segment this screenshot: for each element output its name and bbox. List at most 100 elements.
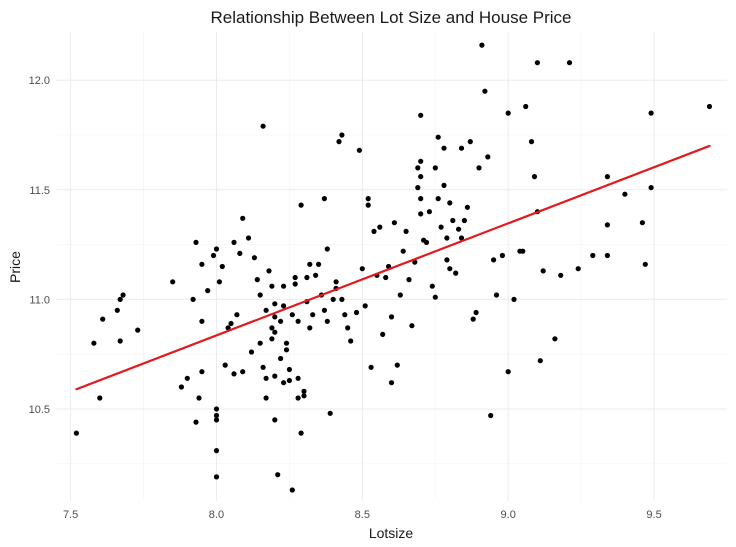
data-point	[304, 274, 310, 281]
data-point	[196, 395, 202, 401]
data-point	[473, 309, 479, 316]
data-point	[213, 417, 220, 423]
data-point	[470, 316, 476, 322]
data-point	[231, 371, 237, 377]
data-point	[289, 312, 295, 318]
data-point	[622, 191, 628, 197]
data-point	[365, 196, 371, 202]
data-point	[426, 209, 432, 215]
data-point	[269, 283, 275, 289]
data-point	[479, 42, 485, 48]
data-point	[263, 307, 269, 313]
data-point	[388, 314, 395, 320]
data-point	[298, 430, 304, 436]
data-point	[281, 380, 287, 386]
data-point	[240, 369, 246, 375]
data-point	[511, 296, 517, 302]
data-point	[552, 336, 558, 342]
data-point	[418, 211, 424, 217]
data-point	[456, 226, 462, 232]
data-point	[257, 292, 263, 298]
data-point	[558, 272, 564, 278]
data-point	[248, 349, 255, 355]
data-point	[286, 377, 292, 384]
data-point	[575, 266, 581, 272]
data-point	[272, 417, 278, 423]
data-point	[170, 279, 176, 285]
data-point	[339, 296, 345, 302]
data-point	[435, 196, 441, 202]
fit-line-group	[75, 144, 711, 391]
data-point	[464, 204, 470, 210]
data-point	[91, 340, 97, 346]
y-tick-label: 11.0	[29, 294, 50, 306]
data-point	[359, 266, 365, 272]
data-point	[225, 325, 231, 331]
data-point	[324, 246, 330, 252]
data-point	[266, 268, 272, 274]
data-point	[371, 228, 377, 234]
y-axis-ticks: 10.5 11.0 11.5 12.0	[29, 75, 50, 416]
data-point	[120, 292, 126, 298]
data-point	[254, 277, 260, 283]
data-point	[648, 110, 654, 116]
data-point	[310, 312, 316, 318]
data-point	[505, 369, 511, 375]
data-point	[534, 60, 541, 66]
data-point	[476, 165, 482, 171]
data-point	[295, 318, 301, 324]
y-tick-label: 10.5	[29, 404, 50, 416]
data-point	[213, 406, 220, 412]
x-tick-label: 7.5	[63, 509, 78, 521]
data-point	[639, 220, 646, 226]
data-point	[298, 202, 304, 208]
data-point	[528, 139, 535, 145]
data-point	[590, 252, 596, 259]
data-point	[336, 139, 342, 145]
data-point	[213, 474, 220, 480]
data-point	[289, 487, 295, 493]
data-point	[213, 246, 220, 252]
data-point	[458, 145, 465, 151]
data-point	[228, 320, 234, 327]
data-point	[213, 448, 220, 454]
data-point	[272, 329, 278, 335]
data-point	[283, 340, 290, 346]
data-point	[272, 373, 278, 379]
data-point	[269, 325, 275, 331]
data-point	[356, 147, 362, 153]
data-point	[251, 255, 257, 261]
data-point	[499, 252, 505, 259]
data-point	[245, 235, 252, 241]
data-point	[394, 362, 400, 368]
x-tick-label: 9.0	[501, 509, 516, 521]
data-point	[135, 327, 141, 333]
data-point	[368, 364, 374, 370]
data-point	[114, 307, 120, 313]
data-point	[345, 325, 351, 331]
data-point	[199, 261, 205, 267]
data-point	[441, 145, 447, 151]
data-point	[391, 220, 397, 226]
data-point	[307, 325, 313, 331]
data-point	[117, 338, 123, 344]
data-point	[278, 318, 284, 324]
data-point	[604, 174, 611, 180]
data-point	[418, 174, 424, 180]
data-point	[272, 314, 278, 320]
data-point	[117, 296, 123, 302]
data-point	[377, 224, 383, 230]
y-axis-title: Price	[7, 251, 23, 283]
data-point	[260, 364, 266, 370]
data-point	[441, 182, 447, 188]
data-point	[447, 200, 453, 206]
x-tick-label: 8.0	[209, 509, 224, 521]
data-point	[205, 288, 211, 294]
data-point	[461, 217, 467, 224]
data-point	[295, 395, 301, 401]
data-point	[307, 261, 313, 267]
data-point	[488, 412, 494, 419]
chart-title: Relationship Between Lot Size and House …	[211, 8, 572, 27]
data-point	[193, 419, 199, 425]
data-point	[353, 309, 360, 316]
